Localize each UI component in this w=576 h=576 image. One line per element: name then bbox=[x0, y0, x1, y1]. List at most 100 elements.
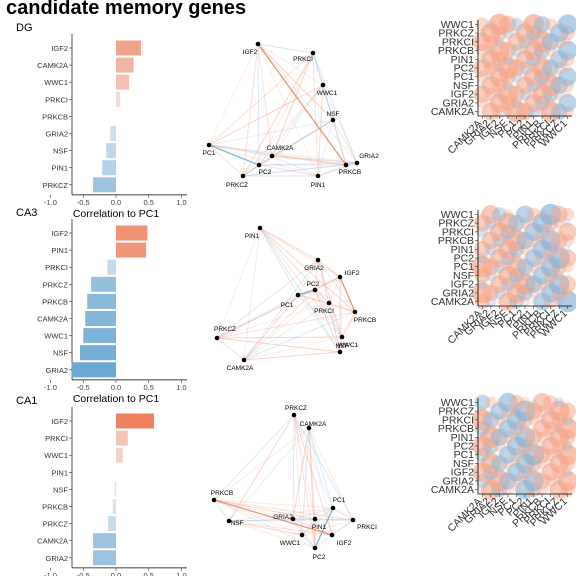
network-edge bbox=[292, 518, 316, 549]
network-edge bbox=[271, 52, 314, 157]
matrix-cell bbox=[519, 396, 531, 408]
network-node-label: CAMK2A bbox=[300, 421, 327, 428]
bar-prkci bbox=[107, 259, 116, 275]
x-tick-label: 1.0 bbox=[176, 571, 186, 576]
network-edge bbox=[242, 84, 324, 177]
matrix-y-label: IGF2 bbox=[451, 89, 474, 101]
network-node-pin1 bbox=[257, 225, 263, 231]
network-ca3: PIN1 GRIA2 IGF2 PC2 PC1 PRKCI PRKCB WWC1 PRKCZ NS… bbox=[214, 225, 376, 372]
network-edge bbox=[208, 119, 334, 146]
matrix-y-label: IGF2 bbox=[451, 279, 474, 291]
network-edge bbox=[216, 227, 261, 339]
matrix-y-label: PRKCI bbox=[442, 36, 474, 48]
network-edge bbox=[228, 520, 303, 536]
network-edge bbox=[259, 227, 341, 353]
network-edge bbox=[293, 414, 333, 536]
network-edge-strong bbox=[297, 289, 316, 296]
matrix-cell bbox=[492, 207, 507, 222]
network-node-label: PIN1 bbox=[311, 182, 326, 189]
bar-gria2 bbox=[71, 362, 116, 378]
y-tick-label: NSF bbox=[53, 485, 68, 494]
panel-label-ca1: CA1 bbox=[16, 395, 38, 407]
matrix-y-label: PIN1 bbox=[451, 244, 475, 256]
network-node-label: GRIA2 bbox=[304, 265, 324, 272]
network-edge bbox=[312, 52, 347, 166]
network-node-prkcz bbox=[291, 412, 297, 418]
matrix-cell bbox=[564, 399, 571, 406]
network-edge bbox=[314, 289, 330, 304]
matrix-cell bbox=[526, 207, 541, 222]
network-edge bbox=[317, 259, 356, 313]
network-edge bbox=[258, 155, 273, 166]
matrix-y-label: WWC1 bbox=[441, 209, 474, 221]
network-edge bbox=[314, 534, 333, 549]
matrix-cell bbox=[558, 222, 576, 241]
network-edge bbox=[258, 164, 319, 177]
network-edge bbox=[308, 427, 334, 509]
y-tick-label: GRIA2 bbox=[45, 366, 68, 375]
matrix-y-label: PC2 bbox=[454, 441, 475, 453]
network-edge bbox=[228, 507, 334, 522]
bar-wwc1 bbox=[116, 74, 130, 90]
network-node-prkcz bbox=[240, 173, 246, 179]
network-node-nsf bbox=[337, 349, 343, 355]
network-node-gria2 bbox=[354, 160, 360, 166]
network-node-pin1 bbox=[315, 173, 321, 179]
matrix-cell bbox=[509, 17, 523, 31]
y-tick-label: CAMK2A bbox=[37, 537, 68, 546]
network-node-pc1 bbox=[295, 292, 301, 298]
matrix-cell bbox=[508, 394, 524, 410]
network-edge bbox=[208, 43, 259, 146]
panel-label-ca3: CA3 bbox=[16, 207, 38, 219]
matrix-cell bbox=[557, 290, 576, 313]
matrix-cell bbox=[557, 470, 576, 491]
network-edge bbox=[328, 302, 341, 353]
matrix-cell bbox=[533, 16, 551, 33]
network-edge-strong bbox=[314, 507, 334, 549]
network-edge bbox=[314, 289, 356, 313]
matrix-y-label: PRKCI bbox=[442, 414, 474, 426]
matrix-cell bbox=[557, 417, 576, 440]
network-edge bbox=[317, 259, 341, 278]
network-edge bbox=[293, 414, 316, 549]
matrix-y-label: PC2 bbox=[454, 63, 475, 75]
network-node-label: NSF bbox=[336, 343, 349, 350]
network-node-label: IGF2 bbox=[243, 49, 258, 56]
network-node-label: PIN1 bbox=[312, 524, 327, 531]
y-tick-label: PIN1 bbox=[51, 246, 68, 255]
network-node-prkci bbox=[350, 517, 356, 523]
network-node-gria2 bbox=[315, 257, 321, 263]
network-node-label: PRKCZ bbox=[226, 182, 248, 189]
network-edge bbox=[297, 294, 341, 353]
network-edge bbox=[243, 259, 319, 361]
matrix-cell bbox=[485, 396, 497, 409]
bar-wwc1 bbox=[83, 328, 116, 344]
x-tick-label: -1.0 bbox=[44, 383, 57, 392]
network-edge bbox=[322, 84, 334, 121]
matrix-y-label: PRKCI bbox=[442, 226, 474, 238]
y-tick-label: GRIA2 bbox=[45, 554, 68, 563]
network-node-label: PIN1 bbox=[245, 233, 260, 240]
x-tick-label: -0.5 bbox=[77, 571, 90, 576]
network-node-label: PC2 bbox=[307, 281, 320, 288]
matrix-cell bbox=[559, 249, 576, 267]
network-edge bbox=[257, 43, 334, 121]
network-edge bbox=[228, 520, 316, 549]
network-edge bbox=[259, 227, 319, 261]
network-edge bbox=[259, 227, 299, 296]
network-node-label: GRIA2 bbox=[273, 514, 293, 521]
matrix-y-label: PC2 bbox=[454, 253, 475, 265]
corr-matrix-ca1: CAMK2ACAMK2AGRIA2GRIA2IGF2IGF2NSFNSFPC1P… bbox=[431, 392, 576, 535]
network-edge bbox=[213, 499, 316, 520]
matrix-cell bbox=[481, 205, 501, 224]
network-edge bbox=[293, 414, 310, 429]
y-tick-label: PIN1 bbox=[51, 164, 68, 173]
bar-pin1 bbox=[102, 160, 116, 176]
network-node-nsf bbox=[226, 518, 232, 524]
matrix-cell bbox=[564, 219, 572, 227]
network-edge bbox=[259, 227, 330, 304]
bar-prkcz bbox=[91, 276, 116, 292]
network-edge bbox=[292, 518, 303, 536]
network-edge bbox=[243, 276, 341, 361]
x-tick-label: 0.5 bbox=[144, 383, 154, 392]
